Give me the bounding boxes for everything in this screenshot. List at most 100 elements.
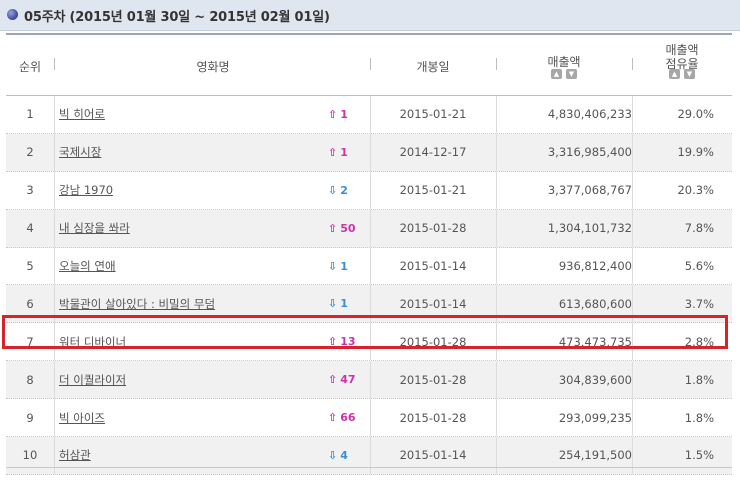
col-share-label-2: 점유율 xyxy=(665,57,699,71)
movie-title-link[interactable]: 더 이퀄라이저 xyxy=(59,372,127,387)
table-header: 순위 영화명 개봉일 매출액 ▲ ▼ 매출액 점유율 ▲ ▼ xyxy=(6,33,732,96)
rank-cell: 1 xyxy=(26,107,34,122)
rank-down-arrow-icon: ⇩ xyxy=(328,183,338,197)
rank-cell: 5 xyxy=(26,259,34,273)
share-cell: 1.5% xyxy=(684,448,714,463)
cell-divider xyxy=(496,323,497,361)
rank-change: ⇩ 1 xyxy=(328,248,368,285)
release-date-cell: 2015-01-28 xyxy=(399,221,467,236)
share-cell: 20.3% xyxy=(677,183,714,198)
rank-cell: 10 xyxy=(22,448,38,463)
rank-change-value: 66 xyxy=(340,411,356,425)
cell-divider xyxy=(496,209,497,247)
rank-up-arrow-icon: ⇧ xyxy=(328,145,338,159)
cell-divider xyxy=(632,133,633,171)
rank-up-arrow-icon: ⇧ xyxy=(328,221,338,235)
rank-up-arrow-icon: ⇧ xyxy=(328,411,338,425)
table-row: 3 강남 1970 ⇩ 2 2015-01-21 3,377,068,767 20.3% xyxy=(6,171,732,210)
cell-divider xyxy=(496,437,497,474)
sort-down-icon[interactable]: ▼ xyxy=(684,69,695,79)
rank-change-value: 2 xyxy=(340,183,348,197)
col-release-label: 개봉일 xyxy=(416,60,450,74)
header-separator xyxy=(632,58,633,70)
share-cell: 1.8% xyxy=(684,410,714,425)
rank-cell: 2 xyxy=(26,145,34,160)
cell-divider xyxy=(496,361,497,399)
movie-title-link[interactable]: 강남 1970 xyxy=(59,183,114,198)
rank-change-value: 47 xyxy=(340,373,356,387)
bullet-icon xyxy=(7,9,18,20)
col-share: 매출액 점유율 ▲ ▼ xyxy=(632,35,732,95)
share-cell: 19.9% xyxy=(677,145,714,160)
table-bottom-border xyxy=(6,467,732,468)
rank-change-value: 4 xyxy=(340,448,348,462)
cell-divider xyxy=(54,96,55,133)
rank-change: ⇧ 1 xyxy=(328,134,368,171)
sales-cell: 293,099,235 xyxy=(558,410,632,425)
sales-cell: 3,316,985,400 xyxy=(547,145,632,160)
movie-title-link[interactable]: 빅 히어로 xyxy=(59,107,105,122)
movie-title-link[interactable]: 내 심장을 쏴라 xyxy=(59,221,130,236)
cell-divider xyxy=(632,285,633,323)
header-separator xyxy=(370,58,371,70)
movie-title-link[interactable]: 허삼관 xyxy=(59,448,91,463)
movie-title-link[interactable]: 빅 아이즈 xyxy=(59,410,105,425)
col-release: 개봉일 xyxy=(370,35,496,95)
rank-cell: 4 xyxy=(26,221,34,236)
release-date-cell: 2015-01-14 xyxy=(399,296,467,311)
sort-up-icon[interactable]: ▲ xyxy=(669,69,680,79)
rank-cell: 7 xyxy=(26,334,34,349)
sales-cell: 254,191,500 xyxy=(558,448,632,463)
share-cell: 7.8% xyxy=(684,221,714,236)
rank-down-arrow-icon: ⇩ xyxy=(328,448,338,462)
share-cell: 2.8% xyxy=(684,334,714,349)
rank-change: ⇩ 1 xyxy=(328,285,368,322)
rank-up-arrow-icon: ⇧ xyxy=(328,335,338,349)
col-sales: 매출액 ▲ ▼ xyxy=(496,35,632,95)
col-rank: 순위 xyxy=(6,35,54,95)
cell-divider xyxy=(370,399,371,437)
rank-change-value: 13 xyxy=(340,335,356,349)
table-row: 6 박물관이 살아있다 : 비밀의 무덤 ⇩ 1 2015-01-14 613,680,6… xyxy=(6,285,732,324)
rank-up-arrow-icon: ⇧ xyxy=(328,107,338,121)
cell-divider xyxy=(632,323,633,361)
rank-down-arrow-icon: ⇩ xyxy=(328,259,338,273)
sales-cell: 1,304,101,732 xyxy=(547,221,632,236)
cell-divider xyxy=(370,247,371,285)
cell-divider xyxy=(370,96,371,133)
rank-change: ⇧ 47 xyxy=(328,361,368,398)
share-sort-buttons: ▲ ▼ xyxy=(632,69,732,83)
cell-divider xyxy=(496,285,497,323)
table-row: 2 국제시장 ⇧ 1 2014-12-17 3,316,985,400 19.9% xyxy=(6,133,732,172)
release-date-cell: 2015-01-28 xyxy=(399,410,467,425)
rank-change: ⇩ 2 xyxy=(328,172,368,209)
share-cell: 3.7% xyxy=(684,296,714,311)
movie-title-link[interactable]: 오늘의 연애 xyxy=(59,259,116,273)
rank-change: ⇧ 66 xyxy=(328,399,368,436)
cell-divider xyxy=(54,133,55,171)
sales-cell: 473,473,735 xyxy=(558,334,632,349)
rank-up-arrow-icon: ⇧ xyxy=(328,373,338,387)
release-date-cell: 2015-01-14 xyxy=(399,259,467,273)
movie-title-link[interactable]: 워터 디바이너 xyxy=(59,334,127,349)
week-header: 05주차 (2015년 01월 30일 ~ 2015년 02월 01일) xyxy=(0,0,740,31)
table-row: 7 워터 디바이너 ⇧ 13 2015-01-28 473,473,735 2.8% xyxy=(6,323,732,362)
cell-divider xyxy=(370,437,371,474)
header-separator xyxy=(54,58,55,70)
sales-cell: 3,377,068,767 xyxy=(547,183,632,198)
cell-divider xyxy=(632,171,633,209)
col-sales-label: 매출액 xyxy=(547,55,581,69)
cell-divider xyxy=(54,247,55,285)
sort-up-icon[interactable]: ▲ xyxy=(551,69,562,79)
cell-divider xyxy=(54,437,55,474)
cell-divider xyxy=(632,399,633,437)
movie-title-link[interactable]: 박물관이 살아있다 : 비밀의 무덤 xyxy=(59,296,216,311)
movie-title-link[interactable]: 국제시장 xyxy=(59,145,102,160)
sort-down-icon[interactable]: ▼ xyxy=(566,69,577,79)
rank-change: ⇧ 13 xyxy=(328,323,368,360)
rank-cell: 8 xyxy=(26,372,34,387)
cell-divider xyxy=(496,133,497,171)
cell-divider xyxy=(632,437,633,474)
release-date-cell: 2015-01-28 xyxy=(399,372,467,387)
